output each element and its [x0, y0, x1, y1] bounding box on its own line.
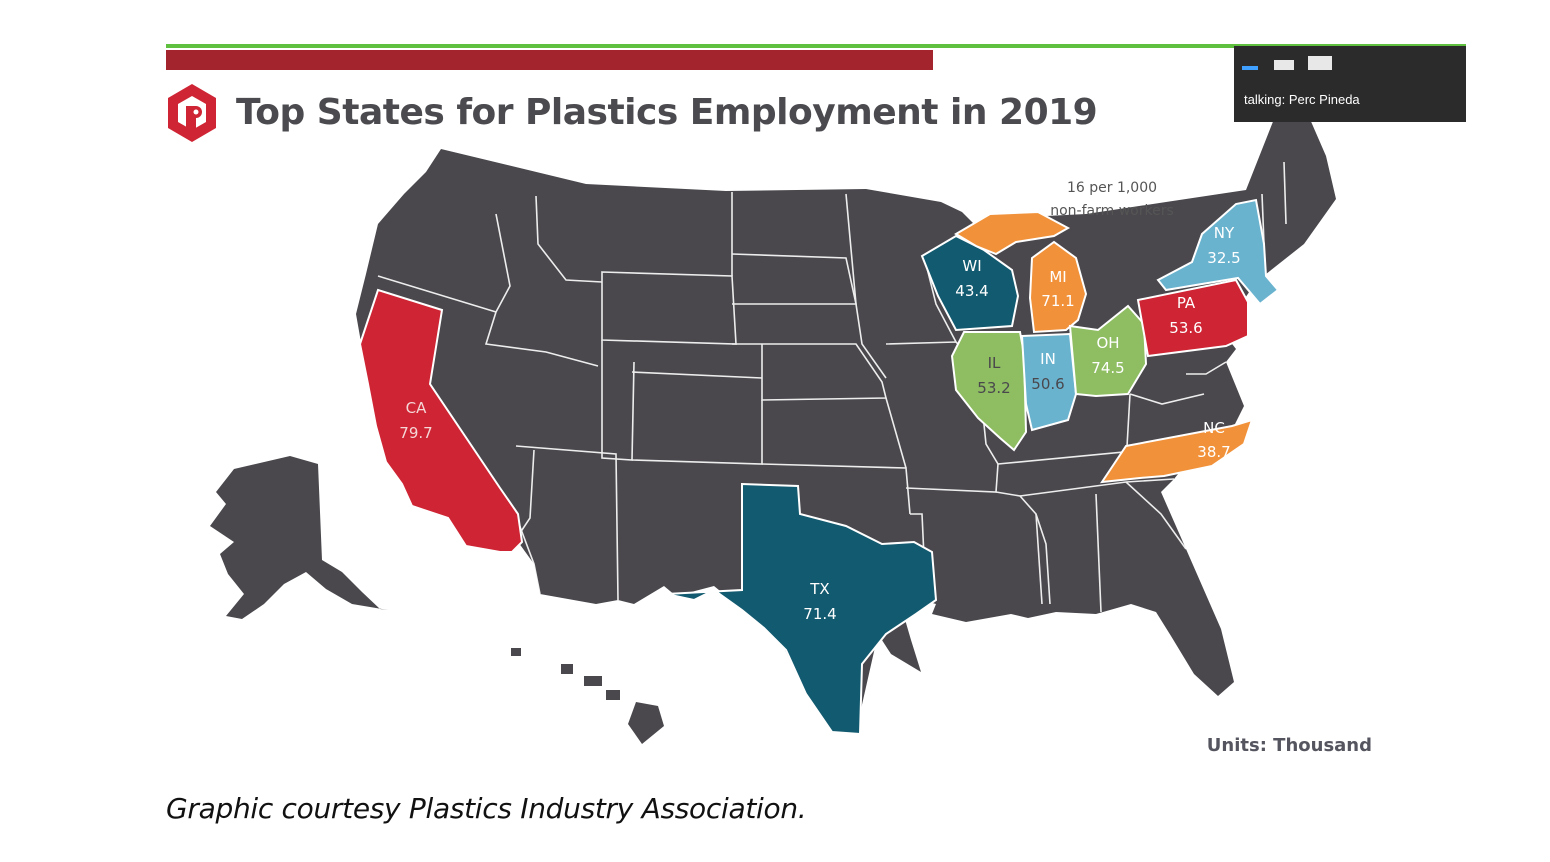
- state-tx-abbr: TX: [809, 580, 829, 598]
- slide-title: Top States for Plastics Employment in 20…: [236, 92, 1098, 133]
- restore-button[interactable]: [1274, 60, 1294, 70]
- state-nc: [1099, 418, 1254, 484]
- header-bar: [166, 50, 933, 70]
- state-in-value: 50.6: [1031, 375, 1064, 393]
- state-ny-abbr: NY: [1214, 224, 1235, 242]
- us-map: 16 per 1,000 non-farm workers CA 79.7 OH…: [210, 110, 1336, 744]
- image-caption: Graphic courtesy Plastics Industry Assoc…: [166, 792, 807, 825]
- units-label: Units: Thousand: [1206, 735, 1372, 756]
- state-oh-abbr: OH: [1096, 334, 1119, 352]
- hawaii-shape: [511, 648, 664, 744]
- call-overlay: talking: Perc Pineda: [1234, 46, 1466, 122]
- state-nc-abbr: NC: [1203, 419, 1225, 437]
- state-ca-value: 79.7: [399, 424, 432, 442]
- state-wi-abbr: WI: [962, 257, 981, 275]
- accent-line: [166, 44, 1466, 48]
- state-oh: [1068, 304, 1148, 398]
- alaska-shape: [210, 456, 388, 619]
- state-il-abbr: IL: [988, 354, 1001, 372]
- state-ca-abbr: CA: [406, 399, 427, 417]
- state-in-abbr: IN: [1040, 350, 1056, 368]
- minimize-button[interactable]: [1242, 58, 1258, 70]
- state-border-lines: [377, 161, 1287, 613]
- state-mi-value: 71.1: [1041, 292, 1074, 310]
- state-wi-value: 43.4: [955, 282, 988, 300]
- note-line-2: non-farm workers: [1050, 203, 1174, 219]
- maximize-button[interactable]: [1308, 56, 1332, 70]
- state-tx: [665, 482, 938, 736]
- state-ny-value: 32.5: [1207, 249, 1240, 267]
- state-tx-value: 71.4: [803, 605, 836, 623]
- state-pa-value: 53.6: [1169, 319, 1202, 337]
- talking-label: talking:: [1244, 92, 1286, 107]
- plastics-logo-icon: [168, 84, 216, 142]
- talking-indicator: talking: Perc Pineda: [1244, 92, 1360, 107]
- state-mi-abbr: MI: [1049, 268, 1066, 286]
- state-il-value: 53.2: [977, 379, 1010, 397]
- contiguous-us-shape: [356, 110, 1336, 734]
- state-pa-abbr: PA: [1177, 294, 1196, 312]
- state-ca: [358, 288, 524, 553]
- presentation-slide: Top States for Plastics Employment in 20…: [166, 44, 1466, 768]
- speaker-name: Perc Pineda: [1288, 92, 1360, 107]
- state-nc-value: 38.7: [1197, 443, 1230, 461]
- state-oh-value: 74.5: [1091, 359, 1124, 377]
- state-mi: [954, 210, 1088, 334]
- state-ny: [1156, 198, 1280, 306]
- note-line-1: 16 per 1,000: [1067, 180, 1157, 196]
- state-pa: [1136, 278, 1249, 358]
